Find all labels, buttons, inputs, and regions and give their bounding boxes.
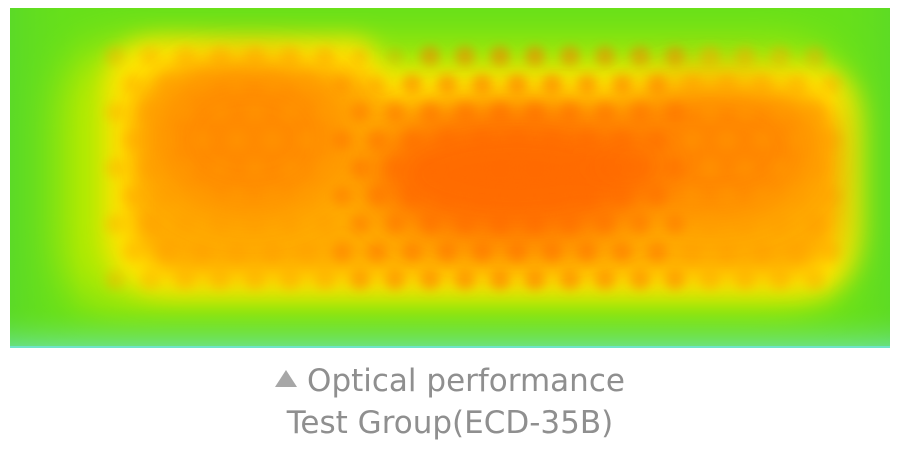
caption-line-1: Optical performance (0, 360, 900, 402)
heatmap-svg (10, 8, 890, 346)
triangle-icon (275, 370, 298, 387)
caption-line-2: Test Group(ECD-35B) (286, 405, 614, 441)
optical-performance-heatmap (10, 8, 890, 348)
caption-title: Optical performance (307, 363, 625, 399)
figure-caption: Optical performance Test Group(ECD-35B) (0, 360, 900, 444)
heatmap-bottom-fade (10, 8, 890, 346)
